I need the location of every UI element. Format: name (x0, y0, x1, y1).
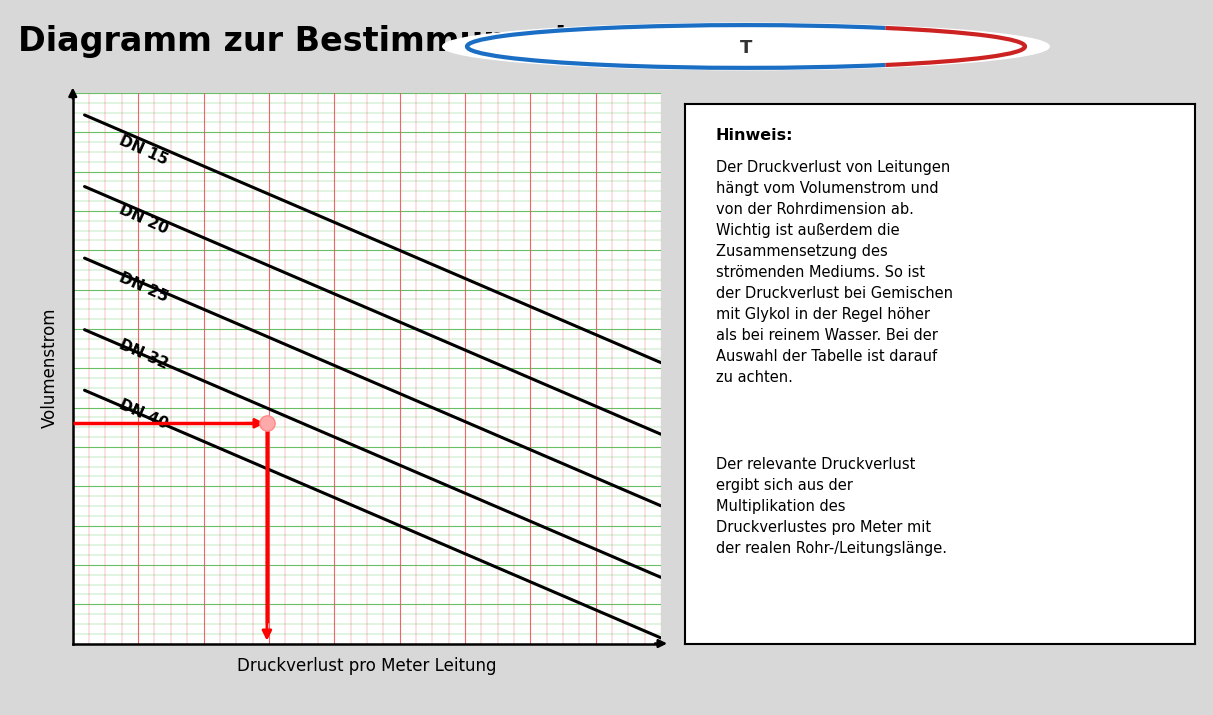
Text: Der relevante Druckverlust
ergibt sich aus der
Multiplikation des
Druckverlustes: Der relevante Druckverlust ergibt sich a… (716, 458, 947, 556)
Text: DN 20: DN 20 (116, 202, 170, 237)
Text: Der Druckverlust von Leitungen
hängt vom Volumenstrom und
von der Rohrdimension : Der Druckverlust von Leitungen hängt vom… (716, 160, 953, 385)
Text: DN 32: DN 32 (116, 337, 170, 372)
Y-axis label: Volumenstrom: Volumenstrom (41, 308, 59, 428)
Text: Deutsche Thermo: Deutsche Thermo (770, 34, 993, 59)
Text: Diagramm zur Bestimmung des Druckverlustes: Diagramm zur Bestimmung des Druckverlust… (18, 25, 905, 59)
Text: Hinweis:: Hinweis: (716, 128, 793, 143)
Text: T: T (740, 39, 752, 57)
Text: DN 40: DN 40 (116, 397, 170, 432)
Circle shape (443, 23, 1049, 70)
Text: DN 25: DN 25 (116, 270, 170, 305)
Text: DN 15: DN 15 (116, 133, 170, 167)
X-axis label: Druckverlust pro Meter Leitung: Druckverlust pro Meter Leitung (238, 657, 496, 676)
